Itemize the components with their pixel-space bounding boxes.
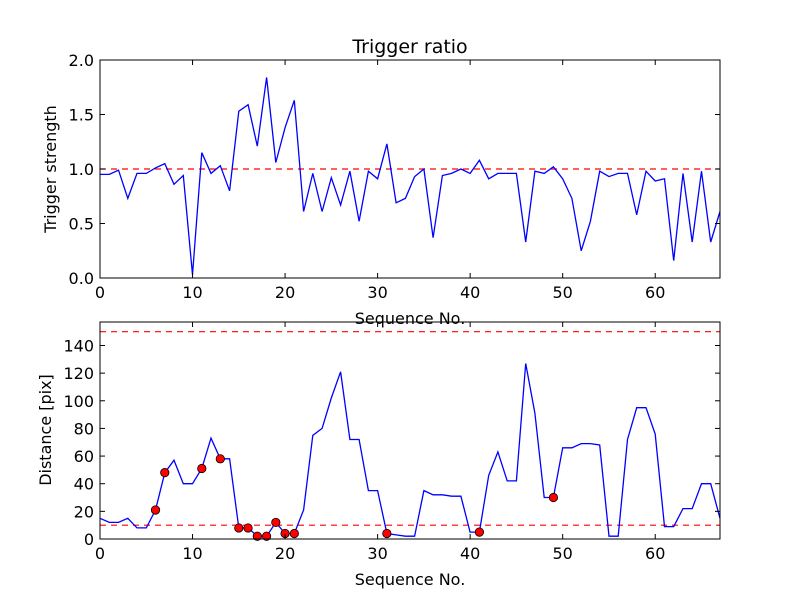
y-tick-label: 40 xyxy=(74,475,94,494)
x-tick-label: 30 xyxy=(367,283,387,302)
y-tick-label: 0.5 xyxy=(69,215,94,234)
y-tick-label: 0.0 xyxy=(69,269,94,288)
y-tick-label: 2.0 xyxy=(69,51,94,70)
plot-area: 0 10 20 30 40 50 60 0.0 0.5 1.0 1.5 2.0 xyxy=(69,51,721,302)
x-axis-label: Sequence No. xyxy=(355,570,466,589)
y-tick-label: 80 xyxy=(74,419,94,438)
data-point-marker xyxy=(215,454,225,464)
distance-chart: Sequence No. Distance [pix] 0 10 20 30 40 50 6… xyxy=(36,321,721,589)
y-tick-label: 60 xyxy=(74,447,94,466)
data-point-marker xyxy=(150,505,161,515)
data-point-marker xyxy=(197,463,207,474)
x-tick-label: 40 xyxy=(460,544,480,563)
x-tick-label: 60 xyxy=(645,544,665,563)
y-axis-label: Distance [pix] xyxy=(36,374,55,486)
data-point-marker xyxy=(243,523,253,533)
y-axis-label: Trigger strength xyxy=(41,105,60,234)
plot-frame xyxy=(99,321,721,540)
y-tick-label: 140 xyxy=(63,336,94,355)
x-tick-label: 0 xyxy=(95,544,105,563)
y-tick-label: 0 xyxy=(84,530,94,549)
data-point-marker xyxy=(234,523,244,533)
y-tick-label: 20 xyxy=(74,502,94,521)
y-tick-label: 1.0 xyxy=(69,160,94,179)
x-tick-label: 30 xyxy=(367,544,387,563)
x-tick-label: 50 xyxy=(553,544,573,563)
x-tick-label: 40 xyxy=(460,283,480,302)
data-point-marker xyxy=(289,528,299,539)
x-tick-label: 10 xyxy=(182,283,202,302)
y-tick-label: 120 xyxy=(63,364,94,383)
data-point-marker xyxy=(382,528,392,539)
x-tick-label: 0 xyxy=(95,283,105,302)
chart-title: Trigger ratio xyxy=(351,36,467,58)
data-point-marker xyxy=(548,492,559,503)
x-tick-label: 50 xyxy=(553,283,573,302)
x-axis-label: Sequence No. xyxy=(355,309,466,328)
series-line xyxy=(100,77,720,275)
y-tick-label: 1.5 xyxy=(69,106,94,125)
data-point-marker xyxy=(261,531,272,541)
data-point-marker xyxy=(252,531,262,541)
x-tick-label: 10 xyxy=(182,544,202,563)
data-point-marker xyxy=(474,527,485,537)
series-line xyxy=(100,363,720,537)
trigger-ratio-chart: Trigger ratio Sequence No. Trigger stren… xyxy=(41,36,721,328)
x-tick-label: 60 xyxy=(645,283,665,302)
data-point-marker xyxy=(160,468,170,478)
x-tick-label: 20 xyxy=(275,283,295,302)
data-point-marker xyxy=(271,517,281,528)
y-tick-label: 100 xyxy=(63,392,94,411)
plot-area: 0 10 20 30 40 50 60 0 20 40 60 80 100 120 140 xyxy=(63,321,721,563)
x-tick-label: 20 xyxy=(275,544,295,563)
